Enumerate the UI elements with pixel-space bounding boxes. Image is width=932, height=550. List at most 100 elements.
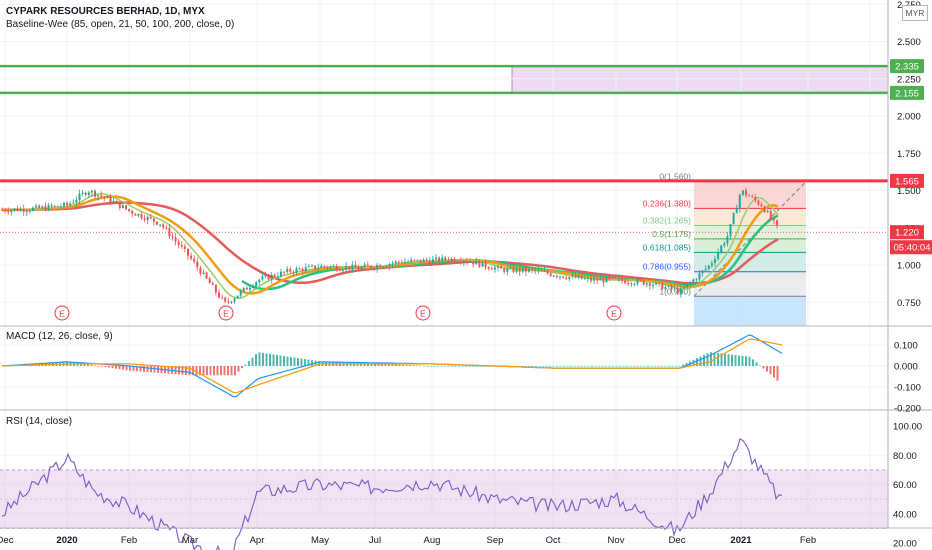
candle-body	[419, 259, 422, 263]
macd-histogram-bar	[370, 363, 373, 366]
fib-label: 1(0.790)	[659, 286, 691, 296]
macd-histogram-bar	[776, 366, 779, 381]
candle-body	[469, 261, 472, 263]
macd-histogram-bar	[255, 354, 257, 366]
rsi-tick-label: 100.00	[893, 422, 922, 433]
candle-body	[66, 203, 69, 206]
candle-body	[376, 265, 379, 269]
candle-body	[537, 270, 540, 272]
macd-histogram-bar	[94, 365, 96, 367]
macd-histogram-bar	[272, 354, 275, 366]
candle-body	[621, 278, 623, 281]
macd-histogram-bar	[454, 366, 457, 367]
horizontal-levels[interactable]	[0, 64, 888, 233]
fib-label: 0.618(1.085)	[643, 242, 691, 252]
candle-body	[264, 275, 267, 277]
candle-body	[227, 301, 230, 303]
candle-body	[580, 275, 583, 279]
candle-body	[16, 208, 19, 211]
candle-body	[695, 279, 698, 281]
candle-body	[748, 195, 751, 197]
macd-histogram-bar	[426, 365, 429, 367]
candle-body	[698, 273, 701, 280]
fib-extension-band	[694, 296, 806, 326]
candle-body	[500, 266, 503, 269]
macd-histogram-bar	[640, 366, 642, 367]
x-tick-label: Sep	[487, 535, 504, 546]
earnings-marker-label: E	[611, 309, 617, 319]
candle-body	[475, 260, 478, 265]
candle-body	[602, 278, 605, 283]
macd-histogram-bar	[773, 366, 775, 378]
macd-histogram-bar	[535, 366, 537, 367]
candle-body	[549, 273, 552, 276]
macd-histogram-bar	[150, 366, 152, 373]
macd-histogram-bar	[584, 366, 586, 367]
candle-body	[571, 275, 574, 277]
macd-histogram-bar	[202, 366, 205, 376]
candle-body	[78, 193, 81, 201]
last-price-tag	[890, 225, 924, 240]
macd-histogram-bar	[111, 366, 114, 369]
price-tick-label: 2.500	[897, 37, 921, 48]
candle-body	[323, 265, 326, 267]
candle-body	[187, 248, 189, 256]
candle-body	[338, 270, 341, 272]
candle-body	[394, 261, 397, 264]
macd-histogram-bar	[185, 366, 187, 375]
macd-histogram-bar	[108, 366, 110, 368]
candle-body	[267, 275, 270, 280]
candle-body	[177, 241, 180, 246]
macd-histogram-bar	[549, 366, 551, 367]
currency-badge[interactable]: MYR	[902, 5, 928, 21]
candle-body	[757, 200, 760, 205]
macd-histogram-bar	[248, 361, 250, 366]
candle-body	[689, 282, 692, 284]
earnings-marker	[54, 305, 70, 321]
macd-histogram-bar	[650, 366, 653, 367]
macd-histogram-bar	[468, 366, 471, 367]
macd-histogram-bar	[675, 366, 677, 367]
macd-histogram-bar	[444, 366, 446, 367]
macd-histogram-bar	[118, 366, 121, 370]
candle-body	[258, 279, 261, 283]
candle-body	[506, 268, 509, 272]
candle-body	[159, 224, 162, 226]
candle-body	[447, 260, 450, 262]
candle-body	[342, 269, 344, 271]
candle-body	[242, 287, 245, 291]
fib-label: 0.236(1.380)	[643, 198, 691, 208]
macd-histogram-bar	[83, 363, 86, 366]
candle-body	[763, 206, 766, 213]
candle-body	[196, 261, 199, 268]
candle-body	[233, 298, 236, 302]
indicator-legend[interactable]: Baseline-Wee (85, open, 21, 50, 100, 200…	[6, 19, 235, 30]
candle-body	[348, 266, 351, 270]
macd-histogram-bar	[720, 353, 723, 366]
candle-body	[298, 268, 301, 270]
candle-body	[156, 221, 158, 225]
macd-histogram-bar	[682, 364, 684, 366]
macd-histogram-bar	[612, 366, 614, 367]
ma-fast-line	[21, 193, 779, 299]
chart-title: CYPARK RESOURCES BERHAD, 1D, MYX	[6, 6, 205, 17]
fib-label: 0.382(1.265)	[643, 216, 691, 226]
candle-body	[276, 276, 279, 278]
macd-histogram-bar	[731, 354, 733, 366]
candle-body	[103, 196, 106, 198]
candle-body	[171, 236, 174, 238]
candle-body	[208, 278, 211, 284]
candle-body	[493, 267, 496, 270]
macd-histogram-bar	[605, 366, 607, 367]
macd-histogram-bar	[262, 352, 264, 366]
fib-retracement[interactable]: 0(1.560) 0.236(1.380) 0.382(1.265) 0.5(1.17…	[54, 172, 807, 326]
earnings-marker	[606, 305, 622, 321]
candle-body	[190, 255, 193, 259]
candle-body	[704, 268, 707, 271]
rsi-legend[interactable]: RSI (14, close)	[6, 416, 73, 427]
level-price-label: 1.565	[895, 176, 919, 187]
macd-legend[interactable]: MACD (12, 26, close, 9)	[6, 331, 113, 342]
candle-body	[673, 288, 676, 290]
